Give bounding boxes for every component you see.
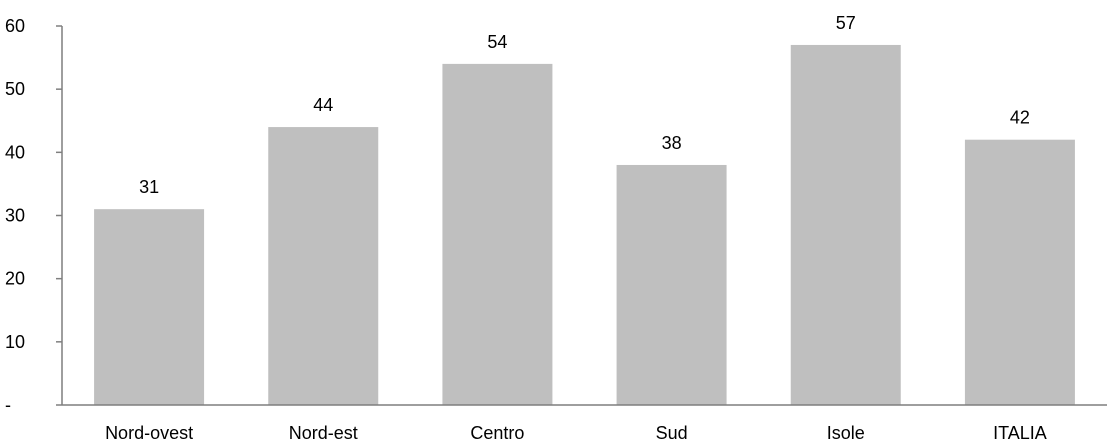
y-axis-ticks: - 10 20 30 40 50 60 [5, 16, 62, 415]
data-label: 31 [139, 177, 159, 197]
bar-isole [790, 44, 901, 405]
y-tick-label: 40 [5, 142, 25, 162]
data-label: 54 [487, 32, 507, 52]
data-label: 38 [662, 133, 682, 153]
x-tick-label: ITALIA [993, 423, 1047, 443]
y-tick-label: 60 [5, 16, 25, 36]
y-tick-label: 50 [5, 79, 25, 99]
y-tick-label: 10 [5, 332, 25, 352]
x-tick-label: Centro [470, 423, 524, 443]
bar-nord-est [268, 127, 379, 406]
x-tick-label: Nord-est [289, 423, 358, 443]
data-labels: 31 44 54 38 57 42 [139, 13, 1030, 197]
x-tick-label: Nord-ovest [105, 423, 193, 443]
data-label: 44 [313, 95, 333, 115]
bar-sud [616, 164, 727, 405]
bar-centro [442, 63, 553, 406]
x-tick-label: Sud [656, 423, 688, 443]
data-label: 57 [836, 13, 856, 33]
bars [94, 44, 1075, 406]
bar-italia [964, 139, 1075, 405]
x-tick-label: Isole [827, 423, 865, 443]
y-tick-label: - [5, 395, 11, 415]
x-axis-labels: Nord-ovest Nord-est Centro Sud Isole ITALIA [105, 423, 1047, 443]
data-label: 42 [1010, 108, 1030, 128]
y-tick-label: 20 [5, 269, 25, 289]
bar-nord-ovest [94, 209, 205, 405]
y-tick-label: 30 [5, 206, 25, 226]
